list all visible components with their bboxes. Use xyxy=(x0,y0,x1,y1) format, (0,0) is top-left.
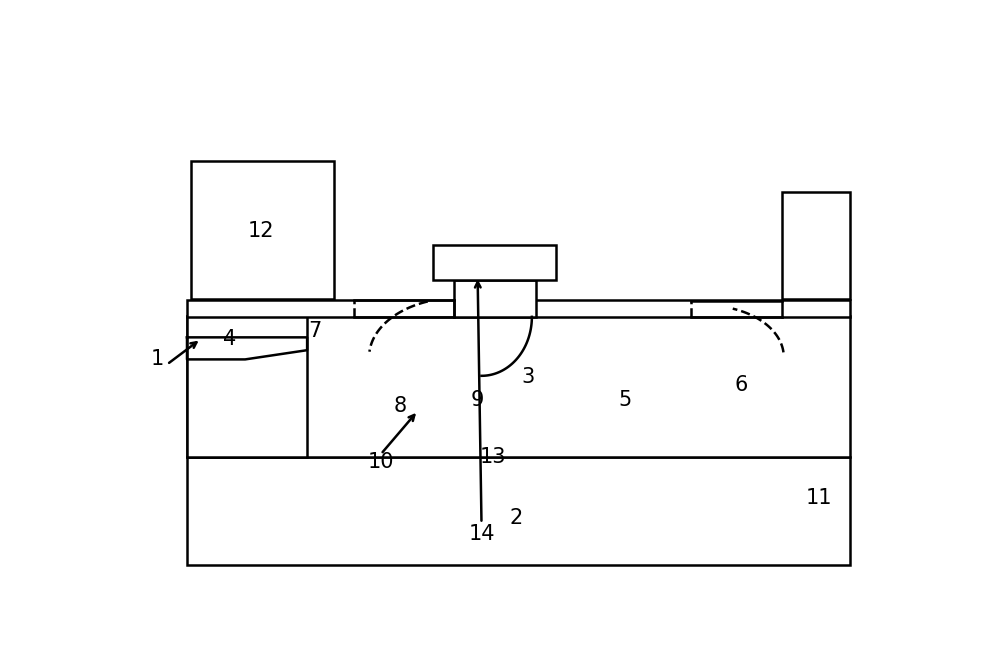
Text: 12: 12 xyxy=(247,221,274,241)
Text: 7: 7 xyxy=(308,321,322,341)
Text: 6: 6 xyxy=(734,375,748,395)
Bar xyxy=(454,280,536,317)
Bar xyxy=(187,300,850,317)
Text: 9: 9 xyxy=(471,390,484,410)
Bar xyxy=(187,316,850,457)
Text: 13: 13 xyxy=(480,447,506,467)
Text: 5: 5 xyxy=(618,390,632,410)
Text: 2: 2 xyxy=(510,508,523,528)
Bar xyxy=(433,245,556,280)
Text: 11: 11 xyxy=(805,488,832,508)
Text: 3: 3 xyxy=(521,368,535,388)
Bar xyxy=(191,161,334,300)
Text: 14: 14 xyxy=(468,523,495,543)
Text: 1: 1 xyxy=(151,350,164,370)
Text: 4: 4 xyxy=(223,329,236,349)
Bar xyxy=(187,316,307,457)
Text: 10: 10 xyxy=(368,452,394,472)
Text: 8: 8 xyxy=(394,396,407,416)
Bar xyxy=(187,457,850,565)
Bar xyxy=(782,192,850,300)
